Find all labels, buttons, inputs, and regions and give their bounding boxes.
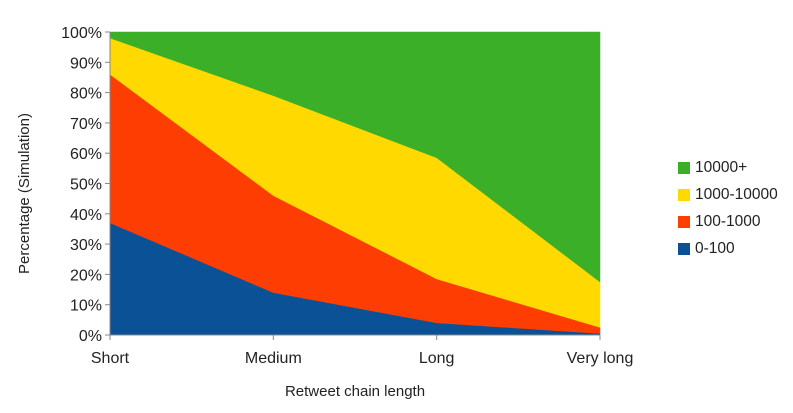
legend-item: 1000-10000 [678,181,778,208]
y-tick-label: 60% [70,146,102,163]
legend-label: 0-100 [695,239,735,257]
y-tick-label: 80% [70,86,102,103]
chart-legend: 10000+ 1000-10000 100-1000 0-100 [678,154,778,262]
y-tick-label: 90% [70,55,102,72]
y-tick-label: 30% [70,237,102,254]
y-tick-label: 20% [70,267,102,284]
x-axis-title: Retweet chain length [285,383,425,400]
y-tick-label: 40% [70,207,102,224]
area-series-10000plus [109,31,601,283]
legend-swatch [678,242,690,255]
area-layers [109,31,601,336]
legend-swatch [678,161,690,174]
y-tick-label: 50% [70,177,102,194]
legend-label: 100-1000 [695,212,761,230]
legend-swatch [678,215,690,228]
y-tick-label: 10% [70,298,102,315]
y-tick-label: 70% [70,116,102,133]
x-tick-labels: Short Medium Long Very long [91,335,633,367]
y-axis-title: Percentage (Simulation) [16,113,33,274]
y-tick-labels: 0% 10% 20% 30% 40% 50% 60% 70% 80% 90% 100% [61,25,110,345]
x-tick-label: Medium [245,350,302,367]
legend-label: 10000+ [695,158,748,176]
x-tick-label: Very long [567,350,634,367]
legend-item: 10000+ [678,154,778,181]
legend-swatch [678,188,690,201]
x-tick-label: Long [419,350,455,367]
legend-item: 0-100 [678,235,778,262]
legend-label: 1000-10000 [695,185,778,203]
legend-item: 100-1000 [678,208,778,235]
y-tick-label: 100% [61,25,102,42]
y-tick-label: 0% [79,328,102,345]
x-tick-label: Short [91,350,130,367]
